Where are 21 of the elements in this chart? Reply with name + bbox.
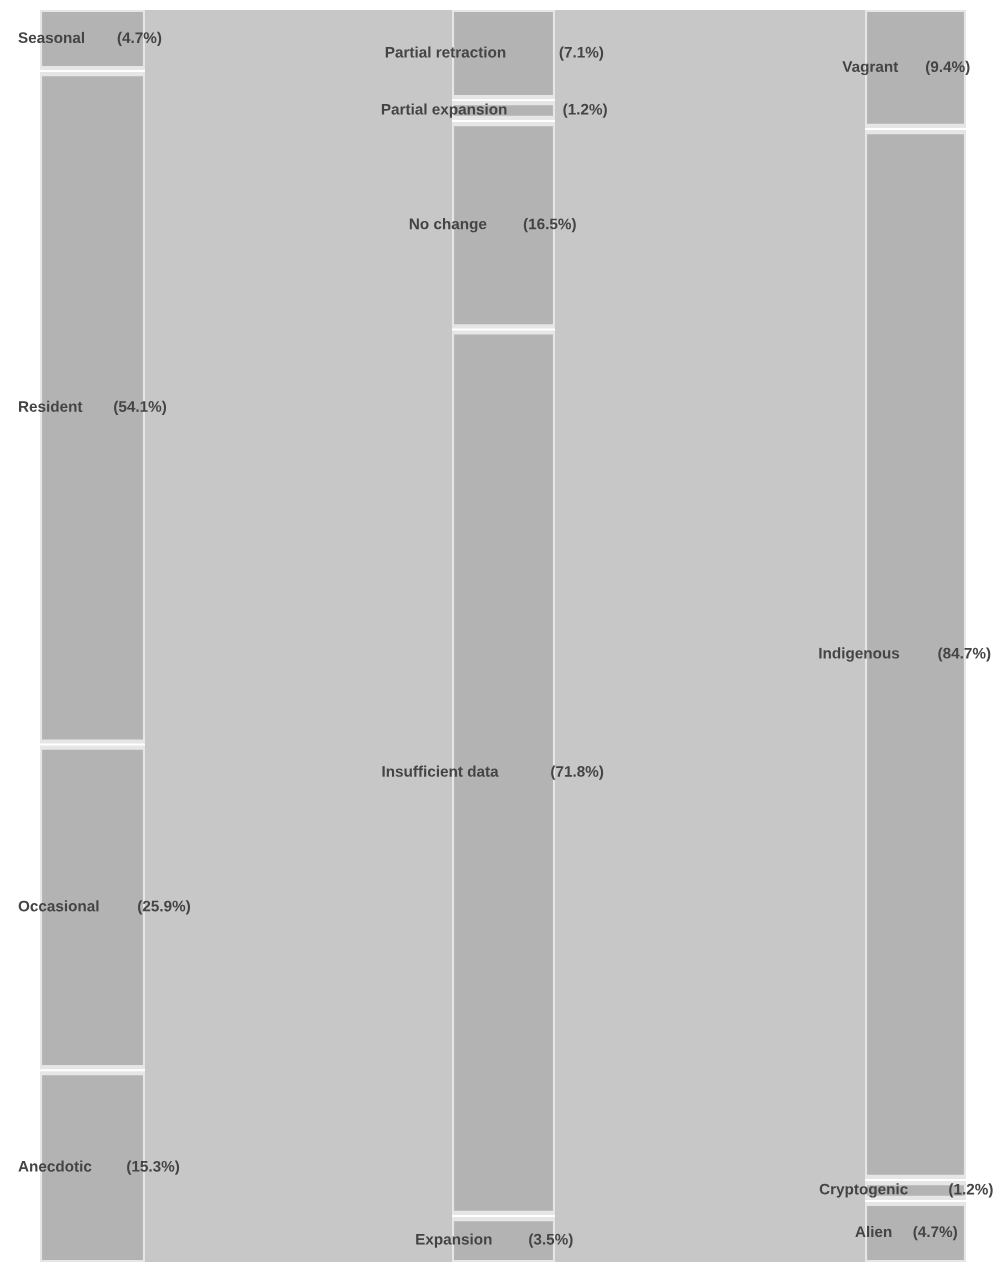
data-label: (16.5%) <box>523 218 576 233</box>
category-label: Expansion <box>416 1233 492 1248</box>
category-label: Cryptogenic <box>819 1183 908 1198</box>
category-label: Insufficient data <box>382 765 499 777</box>
data-label: (1.2%) <box>563 103 607 118</box>
data-label: (84.7%) <box>938 647 991 662</box>
data-label: (4.7%) <box>117 31 162 47</box>
category-label: Alien <box>855 1225 892 1238</box>
data-label: (4.7%) <box>913 1225 957 1241</box>
data-label: (1.2%) <box>949 1183 993 1198</box>
category-label: Indigenous <box>819 647 900 662</box>
category-label: Vagrant <box>842 61 899 76</box>
data-label: (71.8%) <box>551 765 604 780</box>
category-label: Partial expansion <box>381 103 507 118</box>
category-label: Partial retraction <box>385 46 506 58</box>
category-label: No change <box>409 218 487 233</box>
data-label: (54.1%) <box>114 400 167 415</box>
data-label: (3.5%) <box>529 1233 573 1248</box>
data-label: (7.1%) <box>559 46 604 61</box>
data-label: (15.3%) <box>127 1160 180 1175</box>
data-label: (25.9%) <box>138 900 191 915</box>
